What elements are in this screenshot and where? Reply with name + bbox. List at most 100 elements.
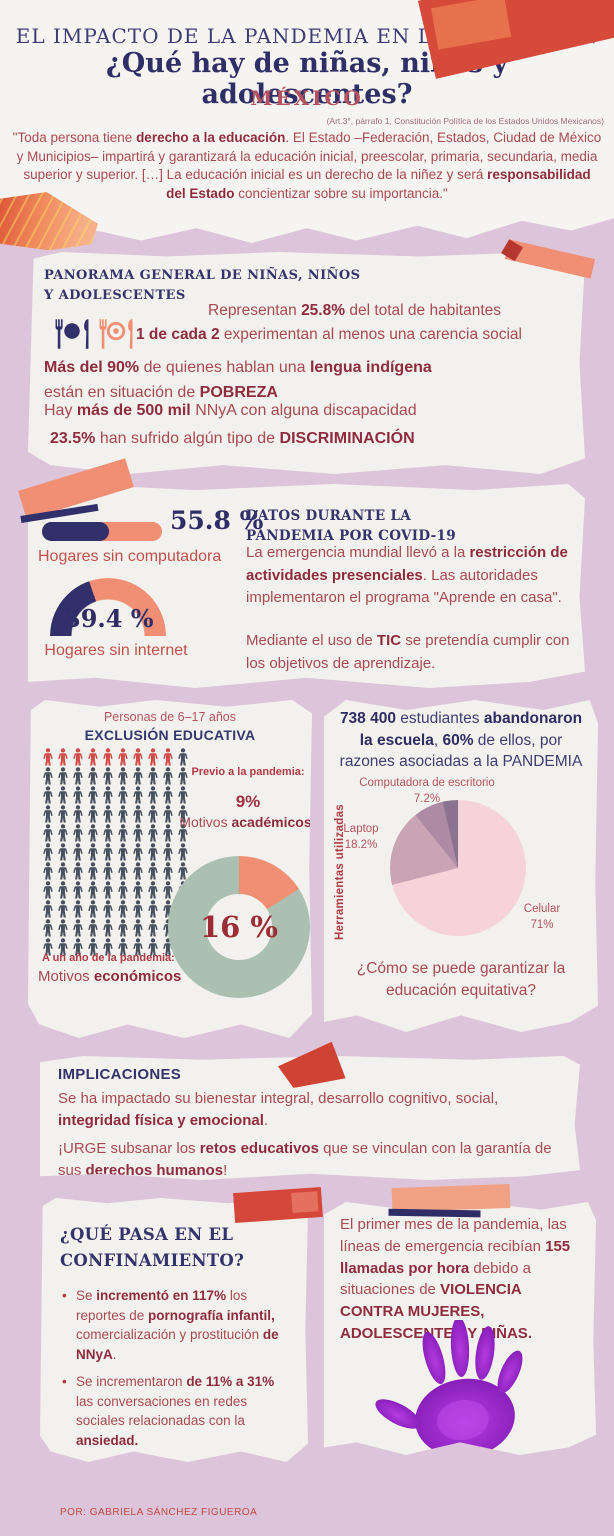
person-icon xyxy=(87,767,102,785)
person-icon xyxy=(102,938,117,956)
person-icon xyxy=(72,938,87,956)
person-icon xyxy=(57,805,72,823)
person-icon xyxy=(132,843,147,861)
person-icon xyxy=(117,900,132,918)
person-icon xyxy=(102,881,117,899)
person-icon xyxy=(162,748,177,766)
before-pandemic-label: Previo a la pandemia: xyxy=(191,766,305,778)
person-icon xyxy=(42,824,57,842)
person-icon xyxy=(147,881,162,899)
no-internet-caption: Hogares sin internet xyxy=(44,642,188,659)
person-icon xyxy=(147,900,162,918)
author-credit: POR: GABRIELA SÁNCHEZ FIGUEROA xyxy=(60,1507,258,1518)
person-icon xyxy=(117,748,132,766)
person-icon xyxy=(117,824,132,842)
person-icon xyxy=(177,862,192,880)
person-icon xyxy=(87,786,102,804)
covid-paragraph-1: La emergencia mundial llevó a la restric… xyxy=(246,544,568,606)
person-icon xyxy=(57,767,72,785)
person-icon xyxy=(162,786,177,804)
emergencia-card: El primer mes de la pandemia, las líneas… xyxy=(324,1202,596,1455)
person-icon xyxy=(132,862,147,880)
person-icon xyxy=(147,843,162,861)
tools-pie-chart xyxy=(390,800,526,936)
person-icon xyxy=(42,938,57,956)
constitution-citation: (Art.3°, párrafo 1, Constitución Polític… xyxy=(326,116,604,126)
person-icon xyxy=(132,748,147,766)
person-icon xyxy=(132,900,147,918)
person-icon xyxy=(72,767,87,785)
person-icon xyxy=(42,862,57,880)
person-icon xyxy=(72,805,87,823)
person-icon xyxy=(177,767,192,785)
person-icon xyxy=(102,843,117,861)
fact-habitantes: Representan 25.8% del total de habitante… xyxy=(208,302,501,319)
no-computer-value: 55.8 % xyxy=(170,506,264,535)
person-icon xyxy=(87,938,102,956)
person-icon xyxy=(42,767,57,785)
no-computer-bar-chart xyxy=(42,522,162,541)
person-icon xyxy=(162,881,177,899)
person-icon xyxy=(72,919,87,937)
person-icon xyxy=(162,843,177,861)
person-icon xyxy=(42,805,57,823)
person-icon xyxy=(177,748,192,766)
no-computer-bar-fill xyxy=(42,522,109,541)
person-icon xyxy=(57,881,72,899)
donut-value-label: 16 % xyxy=(199,910,278,944)
country-label: MÉXICO xyxy=(250,86,364,110)
person-icon xyxy=(102,786,117,804)
person-icon xyxy=(132,881,147,899)
before-pandemic-value: 9% xyxy=(235,792,261,811)
panorama-card: PANORAMA GENERAL DE NIÑAS, NIÑOS Y ADOLE… xyxy=(28,252,585,474)
person-icon xyxy=(57,843,72,861)
person-icon xyxy=(117,862,132,880)
exclusion-donut-chart: 16 % xyxy=(168,856,310,998)
person-icon xyxy=(147,767,162,785)
covid-data-card: 55.8 % Hogares sin computadora 39.4 % Ho… xyxy=(28,484,585,688)
bullet-ansiedad: Se incrementaron de 11% a 31% las conver… xyxy=(62,1372,290,1450)
no-computer-caption: Hogares sin computadora xyxy=(38,548,222,565)
person-icon xyxy=(87,919,102,937)
person-icon xyxy=(102,900,117,918)
person-icon xyxy=(162,862,177,880)
person-icon xyxy=(177,805,192,823)
person-icon xyxy=(57,786,72,804)
person-icon xyxy=(132,805,147,823)
after-pandemic-motive: Motivos económicos xyxy=(38,968,182,985)
person-icon xyxy=(72,786,87,804)
person-icon xyxy=(117,786,132,804)
person-icon xyxy=(132,938,147,956)
person-icon xyxy=(42,843,57,861)
person-icon xyxy=(72,900,87,918)
person-icon xyxy=(57,748,72,766)
abandono-card: 738 400 estudiantes abandonaron la escue… xyxy=(324,700,598,1032)
dinner-plate-icon-salmon xyxy=(99,319,133,349)
exclusion-title: EXCLUSIÓN EDUCATIVA xyxy=(84,727,256,743)
person-icon xyxy=(72,862,87,880)
pie-label-computadora: Computadora de escritorio 7.2% xyxy=(359,777,495,805)
after-pandemic-label: A un año de la pandemia: xyxy=(42,952,175,964)
fact-discriminacion: 23.5% han sufrido algún tipo de DISCRIMI… xyxy=(50,430,415,447)
implicaciones-title: IMPLICACIONES xyxy=(58,1066,182,1083)
person-icon xyxy=(57,900,72,918)
person-icon xyxy=(177,786,192,804)
fact-lengua-indigena: Más del 90% de quienes hablan una lengua… xyxy=(44,359,432,401)
fact-carencia: 1 de cada 2 experimentan al menos una ca… xyxy=(136,326,522,343)
person-icon xyxy=(57,938,72,956)
covid-paragraph-2: Mediante el uso de TIC se pretendía cump… xyxy=(246,632,570,672)
person-icon xyxy=(87,748,102,766)
pie-label-laptop: Laptop 18.2% xyxy=(343,823,379,851)
person-icon xyxy=(102,805,117,823)
dinner-plate-icon-navy xyxy=(55,319,89,349)
purple-handprint-image xyxy=(375,1320,523,1455)
constitution-quote: "Toda persona tiene derecho a la educaci… xyxy=(12,130,602,201)
person-icon xyxy=(42,900,57,918)
person-icon xyxy=(162,805,177,823)
person-icon xyxy=(57,862,72,880)
no-internet-value: 39.4 % xyxy=(64,604,154,633)
confinamiento-title: ¿QUÉ PASA EN EL CONFINAMIENTO? xyxy=(60,1225,245,1270)
person-icon xyxy=(117,843,132,861)
person-icon xyxy=(102,862,117,880)
